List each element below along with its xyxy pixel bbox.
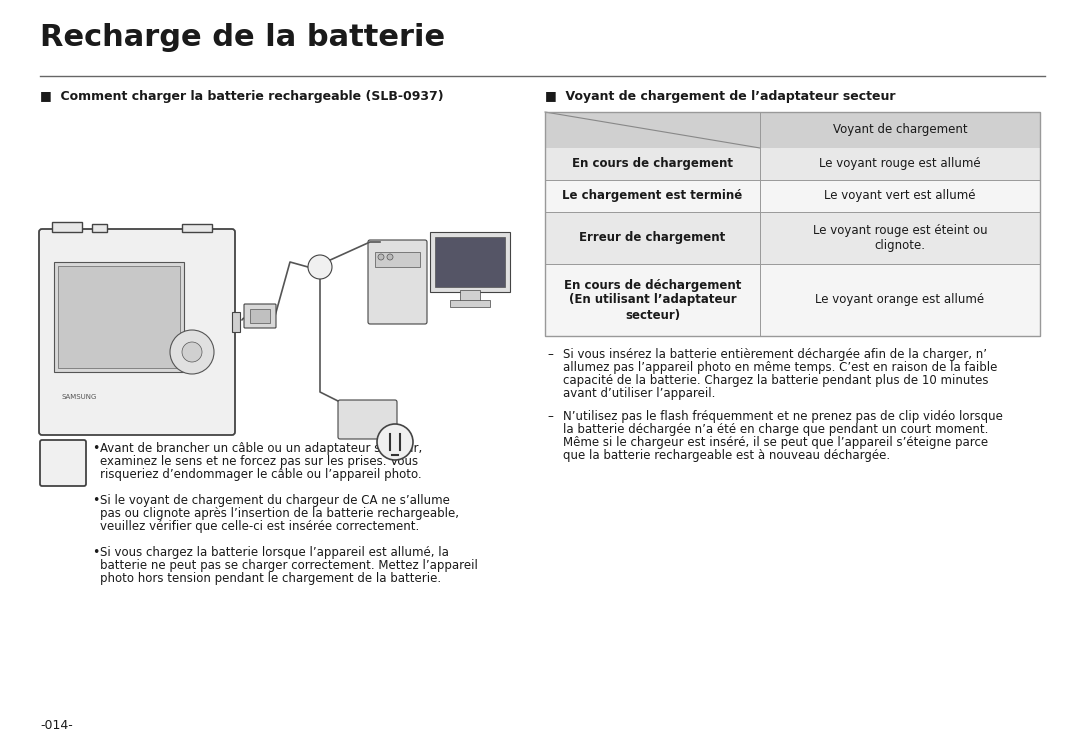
Bar [92, 224, 107, 232]
FancyBboxPatch shape [39, 229, 235, 435]
Bar [450, 300, 490, 307]
Text: Voyant de chargement: Voyant de chargement [833, 123, 968, 137]
Text: Si vous insérez la batterie entièrement déchargée afin de la charger, n’: Si vous insérez la batterie entièrement … [563, 348, 987, 361]
Text: En cours de déchargement
(En utilisant l’adaptateur
secteur): En cours de déchargement (En utilisant l… [564, 278, 741, 322]
FancyBboxPatch shape [40, 440, 86, 486]
Bar [249, 309, 270, 323]
Bar [58, 266, 180, 368]
Text: Le voyant orange est allumé: Le voyant orange est allumé [815, 293, 985, 307]
Text: Le voyant rouge est allumé: Le voyant rouge est allumé [820, 157, 981, 171]
Text: •: • [92, 494, 99, 507]
FancyBboxPatch shape [368, 240, 427, 324]
Bar [430, 232, 510, 292]
Bar [232, 312, 240, 332]
Text: •: • [92, 442, 99, 455]
Text: Le voyant vert est allumé: Le voyant vert est allumé [824, 190, 975, 202]
Text: Si vous chargez la batterie lorsque l’appareil est allumé, la: Si vous chargez la batterie lorsque l’ap… [100, 546, 449, 559]
Text: avant d’utiliser l’appareil.: avant d’utiliser l’appareil. [563, 387, 715, 400]
Text: Recharge de la batterie: Recharge de la batterie [40, 23, 445, 52]
Text: SAMSUNG: SAMSUNG [62, 394, 97, 400]
Circle shape [377, 424, 413, 460]
Text: ■  Comment charger la batterie rechargeable (SLB-0937): ■ Comment charger la batterie rechargeab… [40, 90, 444, 103]
Text: photo hors tension pendant le chargement de la batterie.: photo hors tension pendant le chargement… [100, 572, 441, 585]
Bar [435, 237, 505, 287]
Text: Avant de brancher un câble ou un adaptateur secteur,: Avant de brancher un câble ou un adaptat… [100, 442, 422, 455]
Bar [545, 212, 1040, 264]
Bar [545, 148, 1040, 180]
Circle shape [308, 255, 332, 279]
Text: que la batterie rechargeable est à nouveau déchargée.: que la batterie rechargeable est à nouve… [563, 449, 890, 462]
Text: batterie ne peut pas se charger correctement. Mettez l’appareil: batterie ne peut pas se charger correcte… [100, 559, 477, 572]
Bar [54, 262, 184, 372]
Bar [545, 112, 1040, 148]
Text: allumez pas l’appareil photo en même temps. C’est en raison de la faible: allumez pas l’appareil photo en même tem… [563, 361, 997, 374]
Text: examinez le sens et ne forcez pas sur les prises. Vous: examinez le sens et ne forcez pas sur le… [100, 455, 418, 468]
Bar [375, 252, 420, 267]
Text: ■  Voyant de chargement de l’adaptateur secteur: ■ Voyant de chargement de l’adaptateur s… [545, 90, 895, 103]
FancyBboxPatch shape [338, 400, 397, 439]
Text: En cours de chargement: En cours de chargement [572, 157, 733, 171]
Text: –: – [546, 410, 553, 423]
Text: la batterie déchargée n’a été en charge que pendant un court moment.: la batterie déchargée n’a été en charge … [563, 423, 988, 436]
Text: N’utilisez pas le flash fréquemment et ne prenez pas de clip vidéo lorsque: N’utilisez pas le flash fréquemment et n… [563, 410, 1003, 423]
Text: -014-: -014- [40, 719, 72, 732]
Text: Le voyant rouge est éteint ou
clignote.: Le voyant rouge est éteint ou clignote. [812, 224, 987, 252]
Text: veuillez vérifier que celle-ci est insérée correctement.: veuillez vérifier que celle-ci est insér… [100, 520, 419, 533]
Bar [545, 180, 1040, 212]
FancyBboxPatch shape [244, 304, 276, 328]
Text: capacité de la batterie. Chargez la batterie pendant plus de 10 minutes: capacité de la batterie. Chargez la batt… [563, 374, 988, 387]
Text: Si le voyant de chargement du chargeur de CA ne s’allume: Si le voyant de chargement du chargeur d… [100, 494, 450, 507]
Circle shape [387, 254, 393, 260]
Circle shape [183, 342, 202, 362]
Text: Le chargement est terminé: Le chargement est terminé [563, 190, 743, 202]
Text: risqueriez d’endommager le câble ou l’appareil photo.: risqueriez d’endommager le câble ou l’ap… [100, 468, 421, 481]
Bar [183, 224, 212, 232]
Text: –: – [546, 348, 553, 361]
Bar [545, 112, 1040, 336]
Bar [545, 264, 1040, 336]
Circle shape [170, 330, 214, 374]
Text: Erreur de chargement: Erreur de chargement [579, 232, 726, 244]
Text: •: • [92, 546, 99, 559]
Bar [52, 222, 82, 232]
Text: pas ou clignote après l’insertion de la batterie rechargeable,: pas ou clignote après l’insertion de la … [100, 507, 459, 520]
Circle shape [378, 254, 384, 260]
Bar [460, 290, 480, 302]
Text: Même si le chargeur est inséré, il se peut que l’appareil s’éteigne parce: Même si le chargeur est inséré, il se pe… [563, 436, 988, 449]
